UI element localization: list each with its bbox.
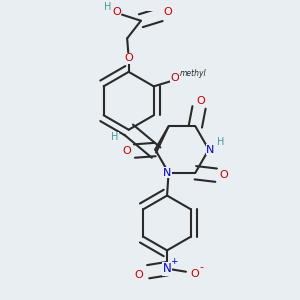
Text: N: N (206, 145, 214, 154)
Text: H: H (104, 2, 111, 12)
Text: O: O (135, 270, 143, 280)
Text: O: O (190, 269, 199, 279)
Text: +: + (170, 257, 178, 266)
Text: H: H (217, 137, 224, 147)
Text: O: O (196, 96, 205, 106)
Text: O: O (112, 7, 121, 16)
Text: O: O (171, 74, 179, 83)
Text: N: N (163, 168, 171, 178)
Text: O: O (124, 53, 133, 63)
Text: H: H (111, 132, 119, 142)
Text: O: O (219, 170, 228, 180)
Text: -: - (199, 262, 203, 272)
Text: O: O (122, 146, 131, 156)
Text: O: O (163, 7, 172, 17)
Text: methyl: methyl (179, 69, 206, 78)
Text: N: N (163, 262, 171, 275)
